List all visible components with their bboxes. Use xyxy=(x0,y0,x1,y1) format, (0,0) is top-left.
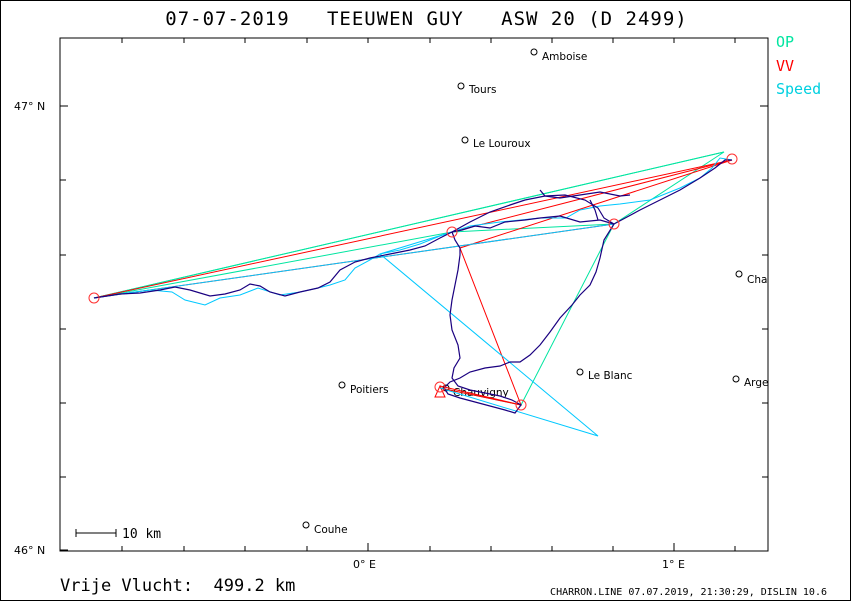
lon-label-1: 1° E xyxy=(662,558,685,571)
svg-text:Le Louroux: Le Louroux xyxy=(473,138,531,150)
legend-vv: VV xyxy=(776,57,795,75)
lat-label-47: 47° N xyxy=(14,100,45,113)
turnpoint-east xyxy=(608,218,620,230)
legend-speed: Speed xyxy=(776,80,822,98)
svg-text:Couhe: Couhe xyxy=(314,524,348,536)
scale-bar-label: 10 km xyxy=(122,527,161,542)
flight-title: 07-07-2019 TEEUWEN GUY ASW 20 (D 2499) xyxy=(165,8,688,30)
town-amboise: Amboise xyxy=(530,48,587,63)
town-le-blanc: Le Blanc xyxy=(576,368,633,382)
town-arge: Argе xyxy=(732,375,768,389)
svg-text:Argе: Argе xyxy=(744,377,768,389)
turnpoint-south xyxy=(515,399,527,411)
svg-text:Tours: Tours xyxy=(468,84,497,96)
turnpoint-chauvigny xyxy=(434,381,446,393)
town-couhe: Couhe xyxy=(302,521,348,536)
turnpoint-west xyxy=(88,292,100,304)
svg-text:Cha: Cha xyxy=(747,274,767,286)
town-cha: Cha xyxy=(735,270,767,286)
bottom-ticks xyxy=(121,38,736,551)
town-le-louroux: Le Louroux xyxy=(461,136,531,150)
vv-legs xyxy=(93,159,733,406)
towns: Amboise Tours Le Louroux Cha Le Blanc Ar… xyxy=(302,48,768,536)
speed-track xyxy=(93,157,733,437)
town-tours: Tours xyxy=(457,82,497,96)
flight-track xyxy=(93,159,732,414)
turnpoint-northeast xyxy=(726,153,738,165)
footer-info: CHARRON.LINE 07.07.2019, 21:30:29, DISLI… xyxy=(550,587,827,598)
left-ticks xyxy=(60,105,768,551)
svg-text:Chauvigny: Chauvigny xyxy=(453,387,509,399)
lon-label-0: 0° E xyxy=(353,558,376,571)
legend-op: OP xyxy=(776,33,795,51)
svg-text:Le Blanc: Le Blanc xyxy=(588,370,633,382)
svg-text:Amboise: Amboise xyxy=(542,51,587,63)
turnpoints xyxy=(88,153,738,411)
plot-border xyxy=(59,37,769,552)
town-poitiers: Poitiers xyxy=(338,381,389,396)
lat-label-46: 46° N xyxy=(14,544,45,557)
turnpoint-center xyxy=(446,226,458,238)
scale-bar: 10 km xyxy=(75,527,161,542)
distance-text: Vrije Vlucht: 499.2 km xyxy=(60,576,296,596)
svg-text:Poitiers: Poitiers xyxy=(350,384,389,396)
